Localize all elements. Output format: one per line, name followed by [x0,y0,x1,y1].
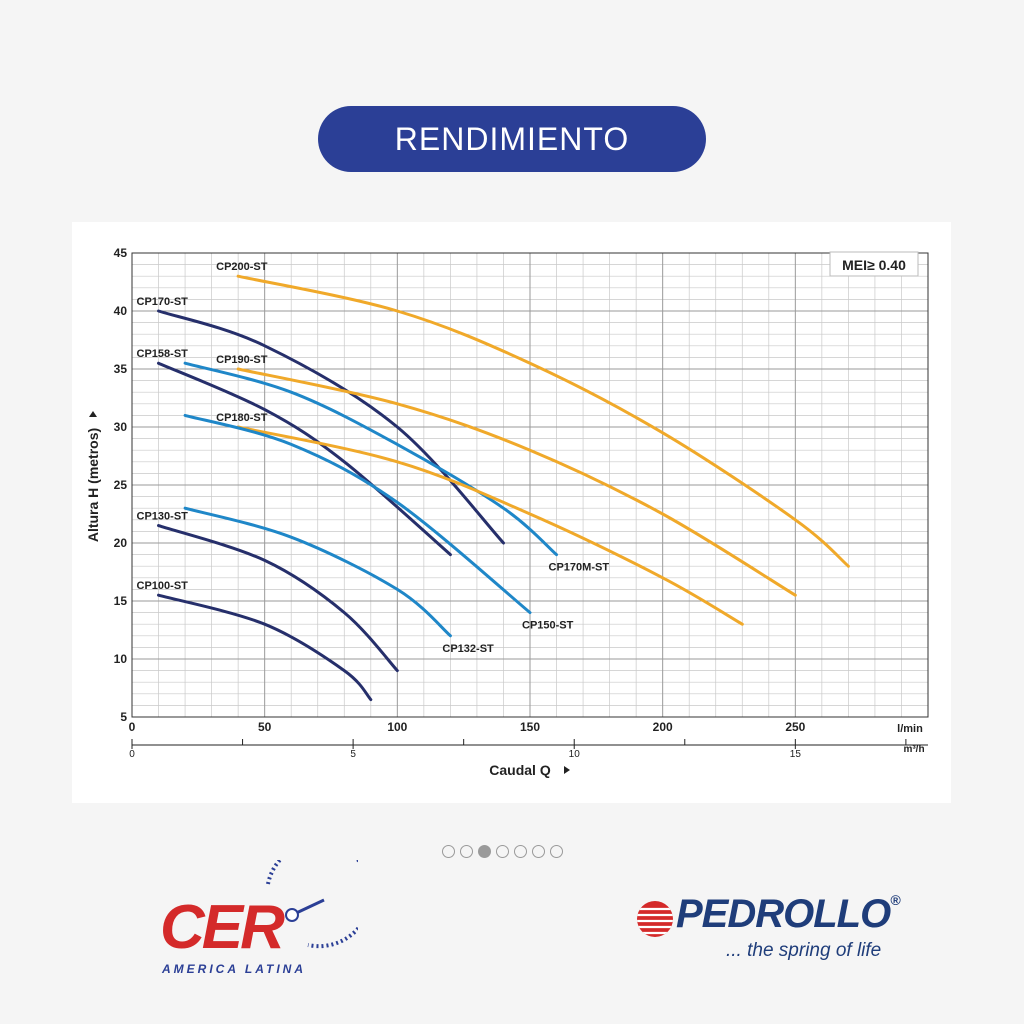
y-axis-arrow-icon [89,411,97,417]
carousel-dot[interactable] [532,845,545,858]
y-axis-title: Altura H (metros) [85,428,101,542]
carousel-dot[interactable] [442,845,455,858]
carousel-dot[interactable] [478,845,491,858]
secondary-tick-label: 5 [350,749,356,760]
carousel-dot[interactable] [460,845,473,858]
pedrollo-registered-mark: ® [890,892,900,908]
pedrollo-name: PEDROLLO [676,892,891,936]
curve-labels: CP200-ST CP170-ST CP190-ST CP158-ST CP170M-S… [137,261,610,655]
y-tick-label: 15 [114,594,128,608]
section-title-badge: RENDIMIENTO [318,106,706,172]
mei-annotation: MEI≥ 0.40 [842,257,906,273]
y-tick-label: 40 [114,304,128,318]
curve-label-cp150-st: CP150-ST [522,620,574,632]
carousel-dot[interactable] [514,845,527,858]
x-axis-title: Caudal Q [489,762,551,778]
curve-cp190-st [236,367,797,597]
pedrollo-wordmark: PEDROLLO® [676,892,901,937]
x-tick-label: 0 [129,720,136,734]
curve-label-cp170-st: CP170-ST [137,296,189,308]
curve-cp132-st [183,506,452,638]
curve-label-cp180-st: CP180-ST [216,412,268,424]
x-tick-label: 150 [520,720,540,734]
carousel-dot[interactable] [550,845,563,858]
secondary-tick-label: 15 [790,749,802,760]
secondary-x-axis: 0 5 10 15 [129,739,928,760]
curve-label-cp130-st: CP130-ST [137,511,189,523]
cer-logo-text: CER [160,893,285,962]
x-axis-arrow-icon [564,766,570,774]
x-tick-label: 250 [785,720,805,734]
curve-cp170-st [157,309,505,545]
curve-label-cp170m-st: CP170M-ST [549,562,610,574]
y-axis-label: Altura H (metros) [85,411,101,542]
y-tick-label: 5 [120,710,127,724]
pedrollo-globe-icon [637,901,673,937]
curve-label-cp200-st: CP200-ST [216,261,268,273]
x-tick-labels: 0 50 100 150 200 250 [129,720,806,734]
performance-chart: CP200-ST CP170-ST CP190-ST CP158-ST CP170M-S… [85,246,929,778]
carousel-pagination [442,845,563,861]
curve-cp180-st [236,425,744,626]
cer-logo-mark: CER [160,840,373,962]
curve-cp150-st [183,413,532,615]
y-tick-labels: 5 10 15 20 25 30 35 40 45 [114,246,128,724]
curve-cp158-st [157,361,452,557]
y-tick-label: 45 [114,246,128,260]
curve-cp200-st [236,274,850,568]
x-unit-primary: l/min [897,723,923,735]
section-title: RENDIMIENTO [394,120,630,157]
y-tick-label: 35 [114,362,128,376]
x-tick-label: 50 [258,720,272,734]
performance-curves [157,274,850,702]
mei-box-frame [829,251,919,277]
x-tick-label: 100 [387,720,407,734]
y-tick-label: 20 [114,536,128,550]
pedrollo-logo: PEDROLLO® ... the spring of life [636,890,906,970]
carousel-dot[interactable] [496,845,509,858]
pedrollo-tagline: ... the spring of life [726,940,882,961]
curve-label-cp190-st: CP190-ST [216,354,268,366]
curve-cp130-st [157,524,399,673]
x-axis-label: Caudal Q [489,762,570,778]
curve-cp100-st [157,593,373,702]
major-grid [132,253,928,717]
curve-cp170m-st [183,361,558,557]
x-tick-label: 200 [653,720,673,734]
curve-label-cp132-st: CP132-ST [442,643,494,655]
y-tick-label: 25 [114,478,128,492]
x-unit-secondary: m³/h [903,744,924,755]
y-tick-label: 30 [114,420,128,434]
cer-logo: CER AMERICA LATINA [158,840,373,980]
secondary-tick-label: 10 [569,749,581,760]
curve-label-cp100-st: CP100-ST [137,580,189,592]
plot-frame [131,252,929,718]
cer-logo-subtitle: AMERICA LATINA [162,962,306,976]
chart-panel: CP200-ST CP170-ST CP190-ST CP158-ST CP170M-S… [72,222,951,803]
secondary-tick-label: 0 [129,749,135,760]
mei-annotation-box: MEI≥ 0.40 [829,251,919,277]
y-tick-label: 10 [114,652,128,666]
curve-label-cp158-st: CP158-ST [137,348,189,360]
